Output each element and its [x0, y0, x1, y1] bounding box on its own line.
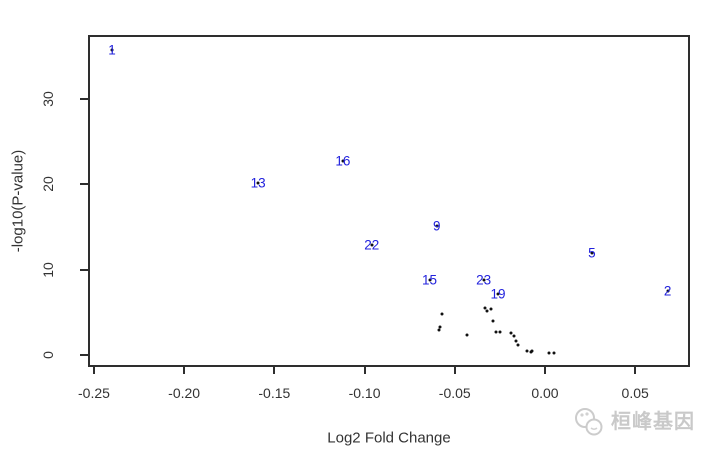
gene-label: 22: [364, 237, 380, 253]
gene-label: 19: [490, 286, 506, 302]
y-axis-tick: [80, 354, 88, 357]
y-axis-tick: [80, 183, 88, 186]
data-point: [530, 349, 534, 353]
x-tick-label: 0.05: [621, 385, 649, 401]
gene-label: 2: [663, 283, 672, 299]
gene-label: 1: [108, 41, 116, 57]
data-point: [437, 328, 441, 332]
data-point-labeled: [428, 278, 431, 282]
data-point: [440, 312, 444, 316]
data-point: [547, 351, 551, 355]
y-tick-label: 20: [40, 176, 56, 193]
data-point: [509, 331, 513, 335]
data-point: [498, 330, 502, 334]
y-tick-label: 10: [40, 261, 56, 278]
x-tick-label: -0.20: [168, 385, 201, 401]
x-axis-tick: [273, 367, 276, 374]
plot-area: [88, 35, 690, 367]
data-point: [489, 307, 493, 311]
data-point-labeled: [666, 289, 670, 293]
data-point: [491, 319, 495, 323]
y-axis-tick: [80, 98, 88, 100]
data-point-labeled: [590, 251, 594, 255]
x-axis-tick: [183, 367, 186, 374]
gene-label: 5: [588, 244, 596, 260]
x-axis-tick: [634, 367, 637, 374]
data-point: [465, 333, 469, 337]
data-point-labeled: [435, 224, 439, 228]
data-point-labeled: [256, 181, 260, 185]
y-tick-label: 30: [40, 91, 56, 107]
data-point-labeled: [370, 243, 374, 247]
x-axis-tick: [543, 367, 546, 374]
data-point: [529, 350, 533, 354]
gene-label: 23: [476, 272, 492, 288]
watermark: 桓峰基因: [573, 406, 695, 438]
data-point-labeled: [341, 159, 345, 163]
x-tick-label: -0.10: [348, 385, 381, 401]
x-axis-tick: [453, 367, 456, 374]
data-point: [514, 339, 518, 343]
data-point-labeled: [482, 278, 486, 282]
gene-label: 16: [335, 153, 351, 169]
x-tick-label: -0.05: [438, 385, 471, 401]
gene-label: 15: [421, 272, 438, 288]
two-circles-logo-icon: [575, 408, 603, 436]
x-tick-label: -0.25: [77, 385, 110, 401]
y-axis-title: -log10(P-value): [9, 149, 27, 253]
watermark-text: 桓峰基因: [611, 411, 695, 433]
y-axis-tick: [80, 268, 88, 271]
data-point-labeled: [496, 292, 500, 296]
data-point: [516, 343, 520, 347]
data-point: [485, 309, 489, 313]
data-point: [494, 330, 498, 334]
x-axis-tick: [363, 367, 366, 374]
x-axis-tick: [92, 367, 95, 374]
y-tick-label: 0: [40, 351, 56, 359]
gene-label: 13: [250, 174, 266, 190]
x-tick-label: 0.00: [531, 385, 559, 401]
x-tick-label: -0.15: [258, 385, 291, 401]
data-point: [552, 351, 556, 355]
data-point-labeled: [110, 48, 114, 51]
data-point: [512, 334, 516, 338]
data-point: [438, 325, 442, 329]
data-point: [483, 306, 487, 310]
gene-label: 9: [432, 218, 441, 234]
x-axis-title: Log2 Fold Change: [327, 429, 451, 447]
data-point: [525, 349, 529, 353]
